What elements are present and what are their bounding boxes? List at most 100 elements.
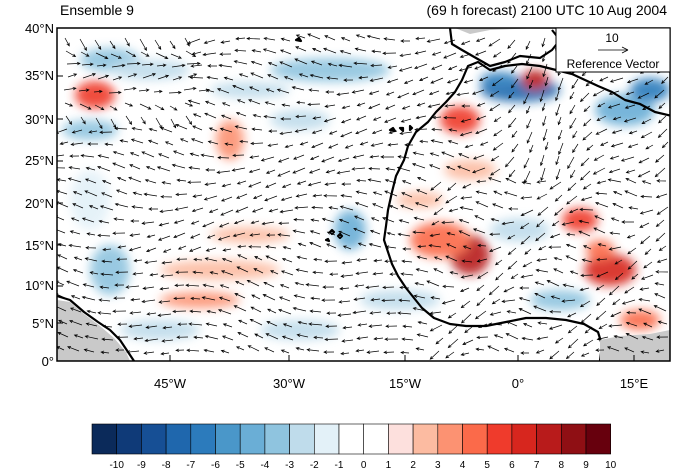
wind-arrow	[373, 258, 383, 263]
wind-arrow	[565, 351, 575, 360]
wind-arrow	[263, 114, 277, 119]
wind-arrow	[157, 313, 172, 317]
wind-arrow	[384, 117, 397, 123]
wind-arrow	[540, 167, 546, 182]
wind-arrow	[265, 333, 279, 340]
wind-arrow	[579, 207, 594, 212]
wind-arrow	[383, 37, 396, 41]
wind-arrow	[205, 168, 216, 172]
colorbar-label: -5	[236, 460, 245, 471]
wind-arrow	[190, 233, 201, 239]
wind-arrow	[441, 299, 456, 305]
wind-arrow	[542, 63, 548, 78]
wind-arrow	[223, 76, 234, 81]
wind-arrow	[430, 181, 442, 191]
wind-arrow	[416, 189, 428, 195]
wind-arrow	[128, 246, 142, 252]
wind-arrow	[384, 190, 398, 197]
wind-arrow	[269, 270, 279, 275]
wind-arrow	[493, 129, 503, 137]
wind-arrow	[551, 220, 560, 227]
wind-arrow	[200, 153, 215, 158]
wind-arrow	[236, 99, 246, 104]
wind-arrow	[400, 39, 410, 43]
wind-arrow	[477, 243, 487, 248]
wind-arrow	[207, 64, 218, 68]
wind-arrow	[341, 105, 351, 110]
colorbar-label: -2	[310, 460, 319, 471]
wind-arrow	[148, 207, 158, 211]
wind-arrow	[655, 154, 665, 163]
wind-arrow	[276, 88, 290, 94]
anomaly-patch	[562, 208, 598, 232]
wind-arrow	[187, 38, 201, 45]
wind-arrow	[358, 75, 369, 80]
wind-arrow	[344, 144, 354, 149]
wind-arrow	[86, 232, 96, 236]
wind-arrow	[296, 180, 307, 185]
wind-arrow	[535, 268, 549, 273]
wind-arrow	[641, 180, 652, 185]
wind-arrow	[487, 345, 500, 352]
wind-arrow	[296, 333, 309, 338]
wind-arrow	[385, 245, 397, 249]
wind-arrow	[624, 190, 638, 197]
wind-arrow	[538, 245, 547, 251]
wind-arrow	[126, 350, 140, 354]
wind-arrow	[114, 283, 125, 287]
wind-arrow	[366, 350, 380, 354]
wind-arrow	[639, 222, 650, 228]
wind-arrow	[326, 76, 339, 80]
wind-arrow	[146, 234, 156, 239]
wind-arrow	[441, 151, 455, 158]
wind-arrow	[296, 100, 306, 105]
wind-arrow	[144, 338, 159, 343]
wind-arrow	[441, 220, 455, 225]
wind-arrow	[204, 182, 217, 186]
wind-arrow	[625, 169, 636, 174]
wind-arrow	[338, 63, 353, 68]
wind-arrow	[508, 207, 519, 211]
wind-arrow	[129, 164, 141, 170]
wind-arrow	[98, 219, 110, 224]
wind-arrow	[370, 217, 380, 222]
wind-arrow	[510, 65, 518, 74]
wind-arrow	[267, 308, 277, 314]
wind-arrow	[511, 143, 519, 153]
wind-arrow	[186, 348, 200, 353]
wind-arrow	[386, 231, 396, 236]
wind-arrow	[644, 248, 652, 256]
wind-arrow	[449, 271, 459, 275]
wind-arrow	[87, 142, 98, 146]
wind-arrow	[308, 88, 320, 92]
wind-arrow	[523, 92, 530, 105]
wind-arrow	[119, 139, 129, 143]
wind-arrow	[97, 154, 110, 159]
wind-arrow	[202, 52, 217, 57]
wind-arrow	[461, 104, 470, 108]
wind-arrow	[100, 350, 110, 355]
wind-arrow	[312, 270, 324, 275]
wind-arrow	[369, 155, 380, 159]
wind-arrow	[322, 285, 335, 289]
wind-arrow	[506, 321, 518, 327]
lat-tick-label: 25°N	[25, 153, 54, 168]
wind-arrow	[281, 257, 293, 263]
wind-arrow	[658, 115, 667, 124]
wind-arrow	[141, 62, 154, 67]
colorbar-label: 4	[460, 460, 466, 471]
wind-arrow	[141, 221, 155, 225]
wind-arrow	[267, 143, 279, 147]
wind-arrow	[434, 194, 443, 202]
wind-arrow	[220, 196, 233, 202]
wind-arrow	[205, 247, 217, 252]
wind-arrow	[208, 208, 219, 213]
wind-arrow	[596, 115, 607, 121]
forecast-time-title: (69 h forecast) 2100 UTC 10 Aug 2004	[426, 2, 667, 18]
wind-arrow	[66, 280, 80, 287]
wind-arrow	[260, 156, 275, 162]
wind-arrow	[294, 58, 308, 65]
wind-arrow	[536, 258, 548, 262]
wind-arrow	[251, 49, 262, 53]
wind-arrow	[370, 142, 384, 147]
